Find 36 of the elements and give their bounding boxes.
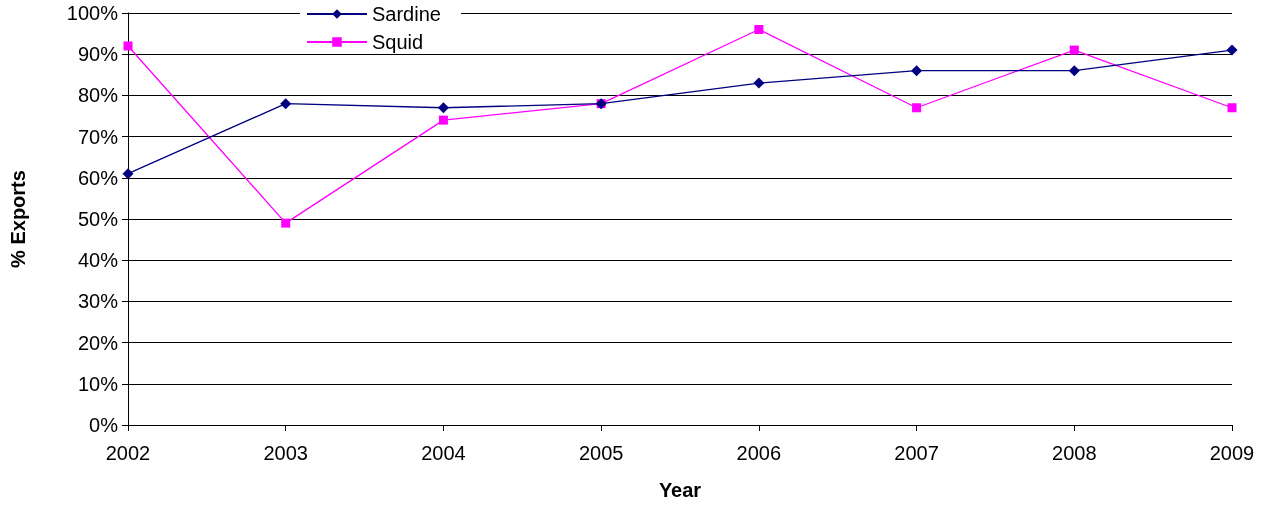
point: [912, 103, 922, 113]
x-tick-label: 2009: [1209, 442, 1255, 464]
x-tick-label: 2007: [894, 442, 939, 464]
y-axis-title: % Exports: [7, 170, 29, 268]
y-tick-label: 100%: [66, 2, 119, 24]
point: [1068, 65, 1080, 77]
x-tick-label: 2002: [105, 442, 151, 464]
point: [911, 65, 923, 77]
point: [281, 218, 291, 228]
x-tick-label: 2004: [421, 442, 466, 464]
x-tick-label: 2006: [736, 442, 782, 464]
y-tick-label: 30%: [77, 290, 119, 313]
y-tick-label: 20%: [77, 331, 119, 354]
y-tick-label: 50%: [77, 208, 119, 230]
point: [1069, 45, 1079, 55]
point: [1227, 103, 1237, 113]
y-tick-label: 60%: [77, 166, 119, 189]
y-tick-label: 90%: [77, 43, 119, 66]
x-tick-label: 2008: [1052, 442, 1097, 464]
x-tick-label: 2005: [578, 442, 624, 464]
legend-label: Squid: [372, 31, 424, 53]
point: [1226, 44, 1238, 56]
y-tick-label: 0%: [89, 414, 119, 436]
y-tick-label: 70%: [77, 125, 119, 148]
x-axis-title: Year: [658, 479, 702, 501]
y-tick-label: 10%: [77, 372, 119, 395]
point: [123, 41, 133, 51]
point: [753, 77, 765, 89]
point: [754, 24, 764, 34]
point: [437, 102, 449, 114]
y-tick-label: 80%: [77, 84, 119, 107]
legend-label: Sardine: [372, 3, 441, 25]
point: [280, 98, 292, 110]
x-tick-label: 2003: [263, 442, 308, 464]
y-tick-label: 40%: [77, 249, 119, 272]
point: [438, 115, 448, 125]
